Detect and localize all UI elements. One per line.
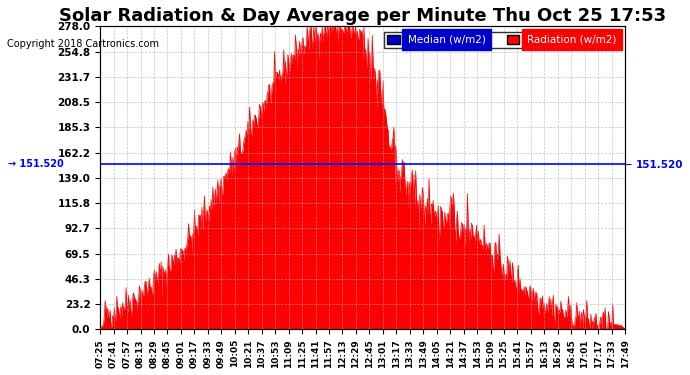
Title: Solar Radiation & Day Average per Minute Thu Oct 25 17:53: Solar Radiation & Day Average per Minute… xyxy=(59,7,667,25)
Legend: Median (w/m2), Radiation (w/m2): Median (w/m2), Radiation (w/m2) xyxy=(384,32,620,48)
Text: Copyright 2018 Cartronics.com: Copyright 2018 Cartronics.com xyxy=(7,39,159,50)
Text: → 151.520: → 151.520 xyxy=(8,159,63,169)
